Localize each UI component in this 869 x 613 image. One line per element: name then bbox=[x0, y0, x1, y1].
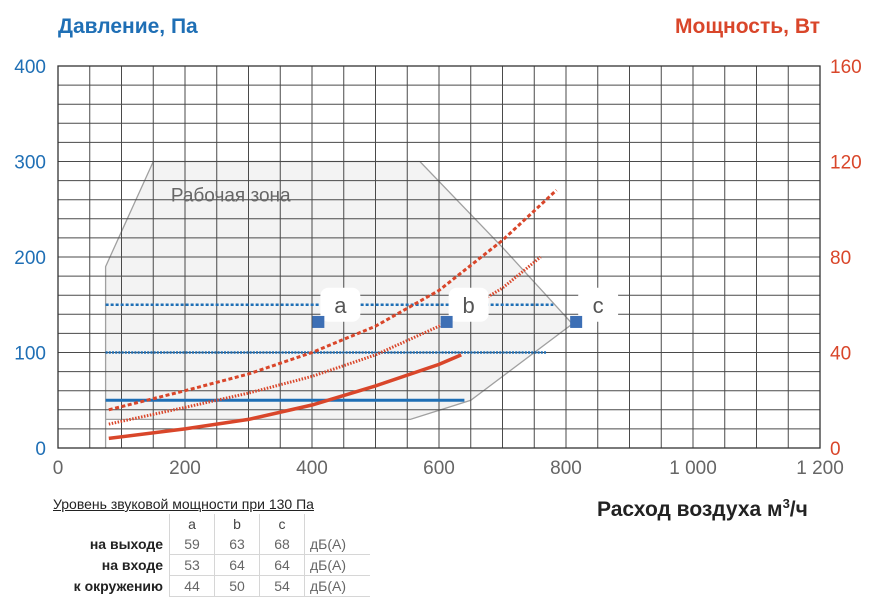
right-axis-title: Мощность, Вт bbox=[675, 15, 820, 38]
sound-power-table: Уровень звуковой мощности при 130 Па a b… bbox=[53, 496, 370, 597]
cell-unit: дБ(А) bbox=[304, 575, 370, 597]
sound-table-grid: a b c на выходе 59 63 68 дБ(А) на входе … bbox=[53, 514, 370, 597]
y-right-tick-label: 0 bbox=[830, 439, 841, 460]
y-left-tick-label: 300 bbox=[14, 153, 46, 174]
point-label-c: c bbox=[593, 293, 604, 318]
cell-value: 68 bbox=[259, 534, 305, 555]
table-row: на входе 53 64 64 дБ(А) bbox=[53, 554, 370, 576]
y-right-tick-label: 80 bbox=[830, 248, 851, 269]
row-label: к окружению bbox=[73, 578, 163, 594]
cell-value: 64 bbox=[214, 554, 260, 576]
x-tick-label: 0 bbox=[53, 458, 64, 479]
x-tick-label: 1 000 bbox=[669, 458, 717, 479]
grid bbox=[57, 65, 821, 449]
y-left-tick-label: 100 bbox=[14, 344, 46, 365]
y-left-tick-label: 400 bbox=[14, 57, 46, 78]
point-label-bg bbox=[578, 287, 619, 322]
x-axis-label: Расход воздуха м3/ч bbox=[597, 496, 808, 521]
x-tick-label: 600 bbox=[423, 458, 455, 479]
col-header-a: a bbox=[169, 514, 215, 534]
point-label-bg bbox=[320, 287, 361, 322]
col-header-b: b bbox=[214, 514, 260, 534]
cell-value: 59 bbox=[169, 534, 215, 555]
x-tick-label: 200 bbox=[169, 458, 201, 479]
point-label-bg bbox=[448, 287, 489, 322]
point-marker-c bbox=[570, 315, 583, 328]
sound-table-title: Уровень звуковой мощности при 130 Па bbox=[53, 496, 314, 512]
y-right-tick-label: 120 bbox=[830, 153, 862, 174]
y-right-tick-label: 40 bbox=[830, 344, 851, 365]
col-header-c: c bbox=[259, 514, 305, 534]
table-row: на выходе 59 63 68 дБ(А) bbox=[53, 534, 370, 555]
x-tick-label: 400 bbox=[296, 458, 328, 479]
row-label: на выходе bbox=[89, 536, 163, 553]
cell-value: 54 bbox=[259, 575, 305, 597]
x-tick-label: 1 200 bbox=[796, 458, 844, 479]
point-label-b: b bbox=[462, 293, 474, 318]
cell-value: 44 bbox=[169, 575, 215, 597]
left-axis-title: Давление, Па bbox=[58, 15, 198, 38]
cell-value: 63 bbox=[214, 534, 260, 555]
point-marker-b bbox=[440, 315, 453, 328]
table-row: к окружению 44 50 54 дБ(А) bbox=[53, 575, 370, 597]
header-blank bbox=[53, 514, 170, 534]
x-tick-label: 800 bbox=[550, 458, 582, 479]
point-marker-a bbox=[312, 315, 325, 328]
y-left-tick-label: 0 bbox=[35, 439, 46, 460]
y-left-tick-label: 200 bbox=[14, 248, 46, 269]
cell-unit: дБ(А) bbox=[304, 554, 370, 576]
row-label: на входе bbox=[101, 557, 163, 573]
plot-frame bbox=[57, 65, 821, 449]
cell-value: 64 bbox=[259, 554, 305, 576]
cell-value: 53 bbox=[169, 554, 215, 576]
tick-labels: 0 200 400 600 800 1 000 1 20001002003004000408… bbox=[14, 57, 861, 479]
header-blank-unit bbox=[304, 514, 370, 534]
point-label-a: a bbox=[334, 293, 347, 318]
cell-value: 50 bbox=[214, 575, 260, 597]
power-curve-solid bbox=[108, 353, 462, 441]
cell-unit: дБ(А) bbox=[304, 534, 370, 555]
sound-table-header: a b c bbox=[53, 514, 370, 534]
series-layer: Рабочая зона a b c bbox=[105, 186, 619, 441]
zone-label: Рабочая зона bbox=[171, 186, 291, 207]
y-right-tick-label: 160 bbox=[830, 57, 862, 78]
